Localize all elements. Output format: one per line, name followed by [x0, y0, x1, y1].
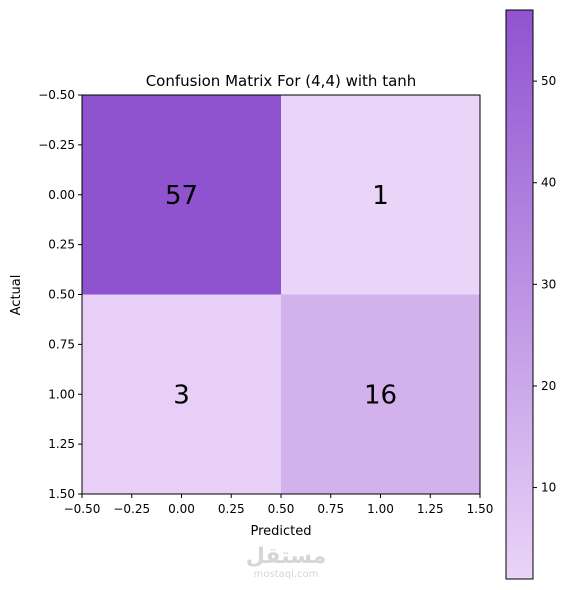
x-axis-label: Predicted	[250, 524, 311, 539]
colorbar-tick-label: 30	[541, 277, 556, 291]
x-tick-label: −0.25	[113, 502, 150, 516]
x-tick-label: 0.00	[168, 502, 195, 516]
x-tick-label: 1.50	[467, 502, 494, 516]
x-tick-label: 0.25	[218, 502, 245, 516]
y-axis-ticks: −0.50 −0.25 0.00 0.25 0.50 0.75 1.00 1.25 1.50	[38, 88, 82, 501]
chart-title: Confusion Matrix For (4,4) with tanh	[146, 72, 417, 90]
y-tick-label: 0.00	[48, 188, 75, 202]
x-tick-label: −0.50	[64, 502, 101, 516]
watermark-domain: mostaql.com	[254, 569, 319, 580]
cell-value-label: 3	[173, 380, 190, 410]
y-tick-label: 1.25	[48, 437, 75, 451]
colorbar-tick-label: 10	[541, 481, 556, 495]
heatmap-cell	[82, 294, 281, 494]
x-axis-ticks: −0.50 −0.25 0.00 0.25 0.50 0.75 1.00 1.25 1.50	[64, 494, 494, 516]
colorbar-tick-label: 40	[541, 176, 556, 190]
plot-frame	[81, 94, 481, 495]
colorbar-ticks: 10 20 30 40 50	[533, 74, 556, 495]
cell-value-label: 57	[165, 181, 198, 211]
heatmap-cell	[281, 95, 480, 295]
y-tick-label: 0.50	[48, 288, 75, 302]
y-tick-label: 1.50	[48, 487, 75, 501]
y-tick-label: −0.50	[38, 88, 75, 102]
heatmap-cell	[82, 95, 281, 295]
watermark-logo: مستقل	[246, 544, 326, 569]
colorbar	[505, 9, 534, 580]
y-axis-label: Actual	[9, 275, 24, 316]
colorbar-tick-label: 50	[541, 74, 556, 88]
colorbar-tick-label: 20	[541, 379, 556, 393]
y-tick-label: −0.25	[38, 138, 75, 152]
y-tick-label: 0.25	[48, 238, 75, 252]
y-tick-label: 0.75	[48, 337, 75, 351]
y-tick-label: 1.00	[48, 387, 75, 401]
heatmap-cell	[281, 294, 480, 494]
cell-value-label: 1	[372, 181, 389, 211]
x-tick-label: 1.00	[367, 502, 394, 516]
x-tick-label: 1.25	[417, 502, 444, 516]
heatmap-cells: 57 1 3 16	[82, 95, 480, 494]
x-tick-label: 0.75	[317, 502, 344, 516]
x-tick-label: 0.50	[268, 502, 295, 516]
cell-value-label: 16	[364, 380, 397, 410]
